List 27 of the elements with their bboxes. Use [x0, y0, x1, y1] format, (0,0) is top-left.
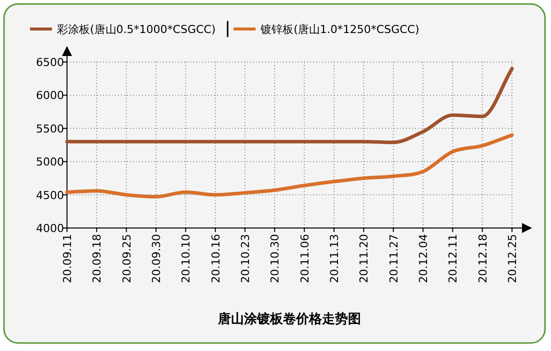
x-tick-label: 20.12.04 [417, 234, 430, 283]
x-tick-label: 20.10.23 [239, 234, 252, 283]
x-tick-label: 20.12.11 [446, 234, 460, 283]
x-tick-label: 20.10.10 [180, 234, 193, 283]
y-tick-label: 4500 [36, 188, 64, 202]
y-tick-label: 6500 [36, 56, 64, 69]
x-tick-label: 20.12.18 [476, 234, 490, 283]
y-tick-label: 5000 [36, 156, 64, 169]
line-series [65, 133, 514, 199]
x-tick-label: 20.11.13 [328, 234, 341, 283]
x-tick-label: 20.11.20 [358, 234, 371, 283]
x-tick-label: 20.10.16 [209, 234, 222, 283]
x-tick-label: 20.09.18 [90, 234, 104, 283]
legend-label: 镀锌板(唐山1.0*1250*CSGCC) [260, 23, 420, 36]
x-tick-label: 20.09.11 [61, 234, 74, 283]
text: 唐山涂镀板卷价格走势图 [217, 311, 361, 327]
y-tick-label: 4000 [36, 222, 64, 235]
x-tick-label: 20.12.25 [506, 234, 519, 283]
line-series [65, 66, 514, 144]
legend-label: 彩涂板(唐山0.5*1000*CSGCC) [57, 23, 216, 36]
x-tick-label: 20.09.25 [120, 234, 134, 283]
x-tick-label: 20.10.30 [268, 234, 282, 283]
y-tick-label: 6000 [36, 89, 64, 102]
x-tick-label: 20.11.27 [387, 234, 400, 283]
x-tick-label: 20.09.30 [150, 234, 163, 283]
x-tick-label: 20.11.06 [298, 234, 312, 283]
y-tick-label: 5500 [36, 122, 64, 136]
